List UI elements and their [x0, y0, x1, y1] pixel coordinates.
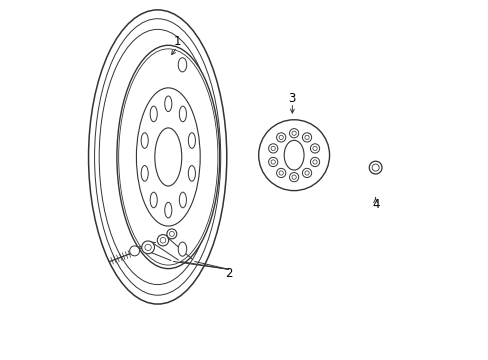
- Circle shape: [270, 160, 275, 164]
- Circle shape: [258, 120, 329, 191]
- Ellipse shape: [164, 202, 171, 218]
- Ellipse shape: [88, 10, 226, 304]
- Ellipse shape: [150, 106, 157, 122]
- Ellipse shape: [178, 242, 186, 256]
- Text: 4: 4: [371, 198, 379, 211]
- Circle shape: [291, 131, 296, 135]
- Circle shape: [268, 144, 277, 153]
- Ellipse shape: [141, 133, 148, 148]
- Ellipse shape: [155, 128, 182, 186]
- Ellipse shape: [150, 192, 157, 208]
- Circle shape: [302, 168, 311, 177]
- Circle shape: [276, 168, 285, 177]
- Circle shape: [312, 160, 317, 164]
- Circle shape: [157, 235, 168, 246]
- Circle shape: [368, 161, 381, 174]
- Ellipse shape: [117, 45, 219, 269]
- Text: 1: 1: [173, 35, 181, 48]
- Circle shape: [305, 135, 308, 140]
- Circle shape: [291, 175, 296, 179]
- Circle shape: [279, 135, 283, 140]
- Circle shape: [279, 171, 283, 175]
- Circle shape: [289, 129, 298, 138]
- Circle shape: [142, 241, 154, 254]
- Ellipse shape: [179, 192, 186, 208]
- Ellipse shape: [136, 88, 200, 226]
- Ellipse shape: [284, 140, 304, 170]
- Circle shape: [371, 164, 378, 171]
- Circle shape: [312, 146, 317, 150]
- Circle shape: [166, 229, 177, 239]
- Circle shape: [289, 172, 298, 182]
- Circle shape: [305, 171, 308, 175]
- Circle shape: [270, 146, 275, 150]
- Circle shape: [302, 133, 311, 142]
- Ellipse shape: [164, 96, 171, 112]
- Circle shape: [268, 157, 277, 167]
- Ellipse shape: [188, 166, 195, 181]
- Ellipse shape: [188, 133, 195, 148]
- Ellipse shape: [141, 166, 148, 181]
- Text: 3: 3: [288, 92, 295, 105]
- Circle shape: [310, 157, 319, 167]
- Circle shape: [169, 231, 174, 237]
- Ellipse shape: [179, 106, 186, 122]
- Circle shape: [144, 244, 151, 251]
- Circle shape: [276, 133, 285, 142]
- Circle shape: [160, 238, 165, 243]
- Circle shape: [310, 144, 319, 153]
- Circle shape: [129, 246, 139, 256]
- Text: 2: 2: [224, 267, 232, 280]
- Ellipse shape: [178, 58, 186, 72]
